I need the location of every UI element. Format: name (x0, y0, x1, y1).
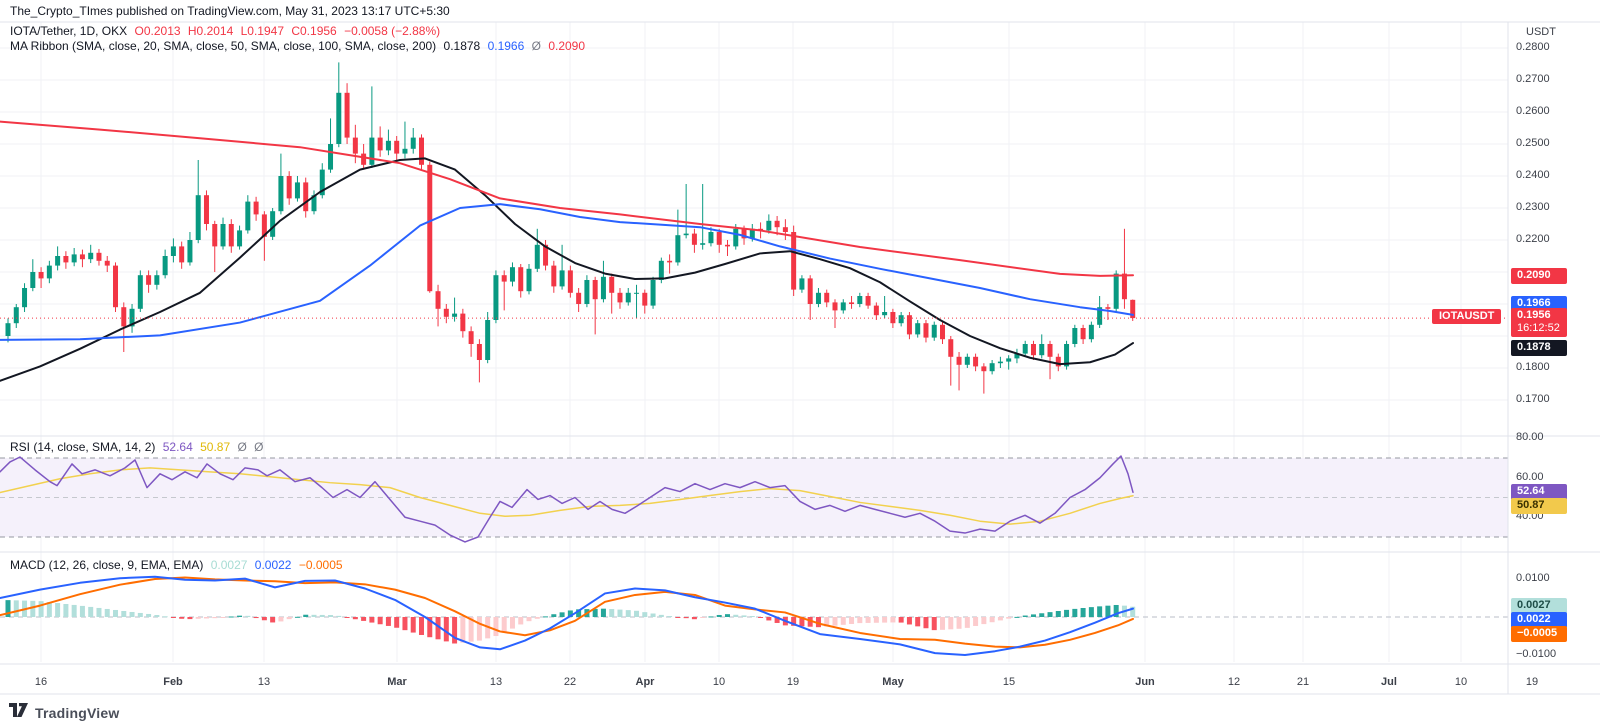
time-label-day: 19 (1525, 676, 1539, 688)
price-tick-label: 0.2800 (1516, 41, 1550, 53)
time-label-month: Apr (635, 676, 655, 688)
price-tick-label: 0.2500 (1516, 137, 1550, 149)
price-tick-label: 0.2300 (1516, 201, 1550, 213)
tradingview-logo-text: TradingView (35, 705, 120, 721)
ma-ribbon-legend-row[interactable]: MA Ribbon (SMA, close, 20, SMA, close, 5… (10, 39, 589, 53)
ohlc-change: −0.0058 (−2.88%) (344, 24, 441, 38)
price-axis-currency: USDT (1526, 26, 1556, 38)
symbol-legend-row[interactable]: IOTA/Tether, 1D, OKX O0.2013 H0.2014 L0.… (10, 24, 444, 38)
price-tick-label: 0.2400 (1516, 169, 1550, 181)
rsi-disabled-icon-2: Ø (254, 440, 264, 454)
rsi-label: RSI (14, close, SMA, 14, 2) (10, 440, 156, 454)
price-badge: 0.1878 (1511, 340, 1567, 356)
price-badge: 0.2090 (1511, 268, 1567, 284)
rsi-tick-label: 80.00 (1516, 431, 1544, 444)
macd-tick-label: 0.0100 (1516, 572, 1550, 584)
macd-legend-row[interactable]: MACD (12, 26, close, 9, EMA, EMA) 0.0027… (10, 558, 347, 572)
time-label-day: 16 (34, 676, 48, 688)
macd-line-value: 0.0022 (254, 558, 292, 572)
price-tick-label: 0.1700 (1516, 393, 1550, 405)
rsi-badge: 52.64 (1511, 484, 1567, 500)
macd-label: MACD (12, 26, close, 9, EMA, EMA) (10, 558, 204, 572)
ohlc-close: C0.1956 (291, 24, 337, 38)
macd-tick-label: −0.0100 (1516, 648, 1557, 660)
time-label-month: Jun (1135, 676, 1155, 688)
time-label-day: 21 (1296, 676, 1310, 688)
price-tick-label: 0.2600 (1516, 105, 1550, 117)
time-label-day: 10 (1454, 676, 1468, 688)
ma-sma20-value: 0.1878 (443, 39, 481, 53)
time-label-day: 10 (712, 676, 726, 688)
rsi-ma-value: 50.87 (200, 440, 231, 454)
price-tick-label: 0.2200 (1516, 233, 1550, 245)
symbol-price-tag: IOTAUSDT (1432, 309, 1502, 324)
time-label-month: May (882, 676, 904, 688)
macd-badge: 0.0027 (1511, 598, 1567, 614)
rsi-tick-label: 60.00 (1516, 470, 1544, 483)
ma-sma50-value: 0.1966 (487, 39, 525, 53)
macd-signal-value: −0.0005 (298, 558, 343, 572)
rsi-badge: 50.87 (1511, 498, 1567, 514)
time-label-month: Jul (1381, 676, 1397, 688)
price-tick-label: 0.1800 (1516, 361, 1550, 373)
tradingview-logo-icon (8, 702, 29, 724)
time-label-day: 15 (1002, 676, 1016, 688)
ma-sma200-value: 0.2090 (548, 39, 586, 53)
time-label-day: 13 (257, 676, 271, 688)
ohlc-low: L0.1947 (240, 24, 284, 38)
candles (5, 62, 1136, 394)
ma-ribbon-label: MA Ribbon (SMA, close, 20, SMA, close, 5… (10, 39, 437, 53)
ohlc-open: O0.2013 (134, 24, 181, 38)
rsi-disabled-icon-1: Ø (237, 440, 247, 454)
time-label-day: 19 (786, 676, 800, 688)
time-label-month: Mar (387, 676, 407, 688)
time-label-day: 22 (563, 676, 577, 688)
time-label-day: 13 (489, 676, 503, 688)
macd-badge: −0.0005 (1511, 626, 1567, 642)
symbol-title: IOTA/Tether, 1D, OKX (10, 24, 128, 38)
tradingview-logo[interactable]: TradingView (8, 702, 119, 724)
time-label-day: 12 (1227, 676, 1241, 688)
ohlc-high: H0.2014 (187, 24, 234, 38)
ma-sma100-disabled-icon: Ø (531, 39, 541, 53)
price-tick-label: 0.2700 (1516, 73, 1550, 85)
macd-badge: 0.0022 (1511, 612, 1567, 628)
macd-hist-value: 0.0027 (210, 558, 248, 572)
attribution-text: The_Crypto_TImes published on TradingVie… (10, 4, 450, 18)
price-badge: 0.1956 16:12:52 (1511, 308, 1567, 337)
time-label-month: Feb (163, 676, 183, 688)
rsi-legend-row[interactable]: RSI (14, close, SMA, 14, 2) 52.64 50.87 … (10, 440, 268, 454)
rsi-value: 52.64 (162, 440, 193, 454)
